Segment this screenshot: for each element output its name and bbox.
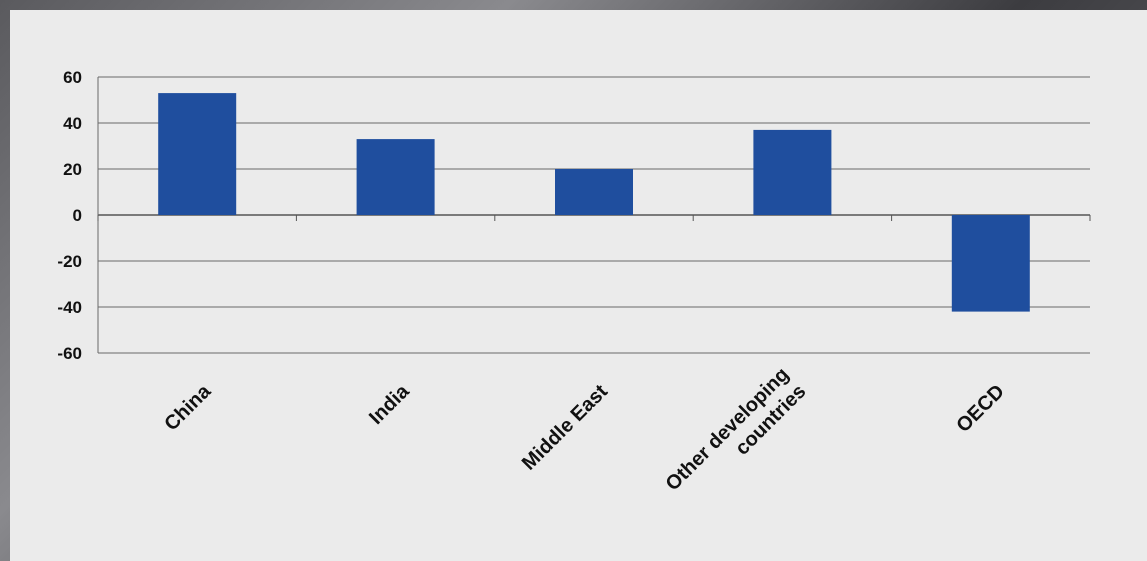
category-label-line: India xyxy=(365,380,414,429)
y-tick-label: -60 xyxy=(57,344,82,363)
y-tick-label: 60 xyxy=(63,68,82,87)
category-label: India xyxy=(365,380,414,429)
y-axis-ticks: 60 40 20 0 -20 -40 -60 xyxy=(57,68,82,363)
bar xyxy=(951,215,1030,312)
category-label-line: OECD xyxy=(952,380,1008,436)
category-label-line: Middle East xyxy=(518,380,612,474)
bar xyxy=(356,139,435,215)
category-labels: China India Middle East Other developingcou… xyxy=(160,363,1008,495)
bar xyxy=(555,169,633,215)
category-label: OECD xyxy=(952,380,1008,436)
y-tick-label: -40 xyxy=(57,298,82,317)
category-label-line: China xyxy=(160,380,215,435)
x-axis-ticks xyxy=(97,215,1091,221)
y-tick-label: 0 xyxy=(73,206,82,225)
y-tick-label: -20 xyxy=(57,252,82,271)
bar xyxy=(158,93,237,215)
bar-chart: 60 40 20 0 -20 -40 -60 China India Middle East Ot… xyxy=(57,68,1091,495)
bars xyxy=(158,93,1030,312)
y-tick-label: 20 xyxy=(63,160,82,179)
chart-panel: 60 40 20 0 -20 -40 -60 China India Middle East Ot… xyxy=(10,10,1147,561)
y-tick-label: 40 xyxy=(63,114,82,133)
bar xyxy=(753,129,832,215)
category-label: Middle East xyxy=(518,380,612,474)
category-label: China xyxy=(160,380,215,435)
